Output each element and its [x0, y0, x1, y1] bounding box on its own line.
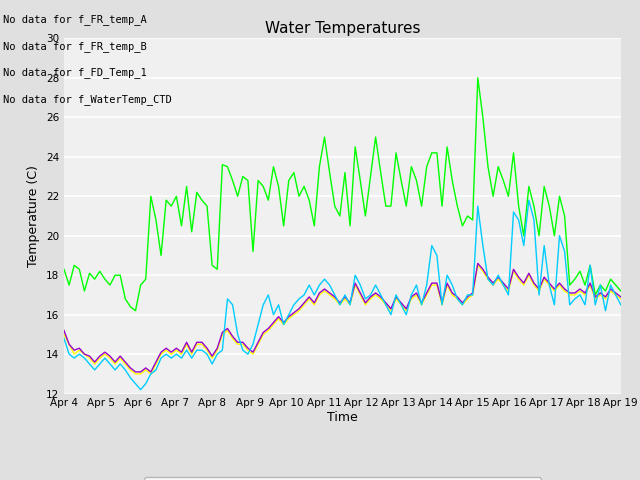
Legend: FR_temp_C, WaterT, CondTemp, MDTemp_A: FR_temp_C, WaterT, CondTemp, MDTemp_A	[144, 477, 541, 480]
MDTemp_A	[336, 302, 344, 308]
FR_temp_C	[336, 213, 344, 219]
WaterT	[474, 263, 482, 268]
FR_temp_C	[474, 75, 482, 81]
FR_temp_C	[132, 308, 140, 313]
MDTemp_A	[137, 387, 145, 393]
WaterT	[459, 302, 467, 308]
FR_temp_C	[228, 178, 236, 183]
MDTemp_A	[612, 292, 620, 298]
Y-axis label: Temperature (C): Temperature (C)	[28, 165, 40, 267]
WaterT	[228, 336, 236, 341]
CondTemp	[474, 261, 482, 266]
WaterT	[321, 288, 328, 294]
MDTemp_A	[321, 276, 328, 282]
CondTemp	[228, 334, 236, 339]
MDTemp_A	[617, 302, 625, 308]
WaterT	[612, 292, 620, 298]
MDTemp_A	[60, 336, 68, 341]
CondTemp	[617, 294, 625, 300]
CondTemp	[591, 294, 599, 300]
FR_temp_C	[459, 223, 467, 229]
MDTemp_A	[525, 197, 532, 203]
FR_temp_C	[591, 292, 599, 298]
MDTemp_A	[459, 302, 467, 308]
MDTemp_A	[228, 302, 236, 308]
Line: CondTemp: CondTemp	[64, 264, 621, 372]
Line: WaterT: WaterT	[64, 265, 621, 374]
FR_temp_C	[617, 288, 625, 294]
WaterT	[617, 296, 625, 302]
CondTemp	[336, 300, 344, 306]
CondTemp	[132, 369, 140, 375]
CondTemp	[612, 290, 620, 296]
Text: No data for f_FR_temp_B: No data for f_FR_temp_B	[3, 41, 147, 52]
FR_temp_C	[612, 282, 620, 288]
FR_temp_C	[60, 266, 68, 272]
Line: MDTemp_A: MDTemp_A	[64, 200, 621, 390]
CondTemp	[459, 300, 467, 306]
FR_temp_C	[321, 134, 328, 140]
Title: Water Temperatures: Water Temperatures	[265, 21, 420, 36]
WaterT	[336, 302, 344, 308]
Text: No data for f_FR_temp_A: No data for f_FR_temp_A	[3, 14, 147, 25]
WaterT	[132, 371, 140, 377]
Text: No data for f_WaterTemp_CTD: No data for f_WaterTemp_CTD	[3, 94, 172, 105]
CondTemp	[321, 286, 328, 292]
X-axis label: Time: Time	[327, 411, 358, 424]
MDTemp_A	[591, 302, 599, 308]
Text: No data for f_FD_Temp_1: No data for f_FD_Temp_1	[3, 67, 147, 78]
WaterT	[591, 296, 599, 302]
CondTemp	[60, 327, 68, 333]
WaterT	[60, 332, 68, 337]
Line: FR_temp_C: FR_temp_C	[64, 78, 621, 311]
